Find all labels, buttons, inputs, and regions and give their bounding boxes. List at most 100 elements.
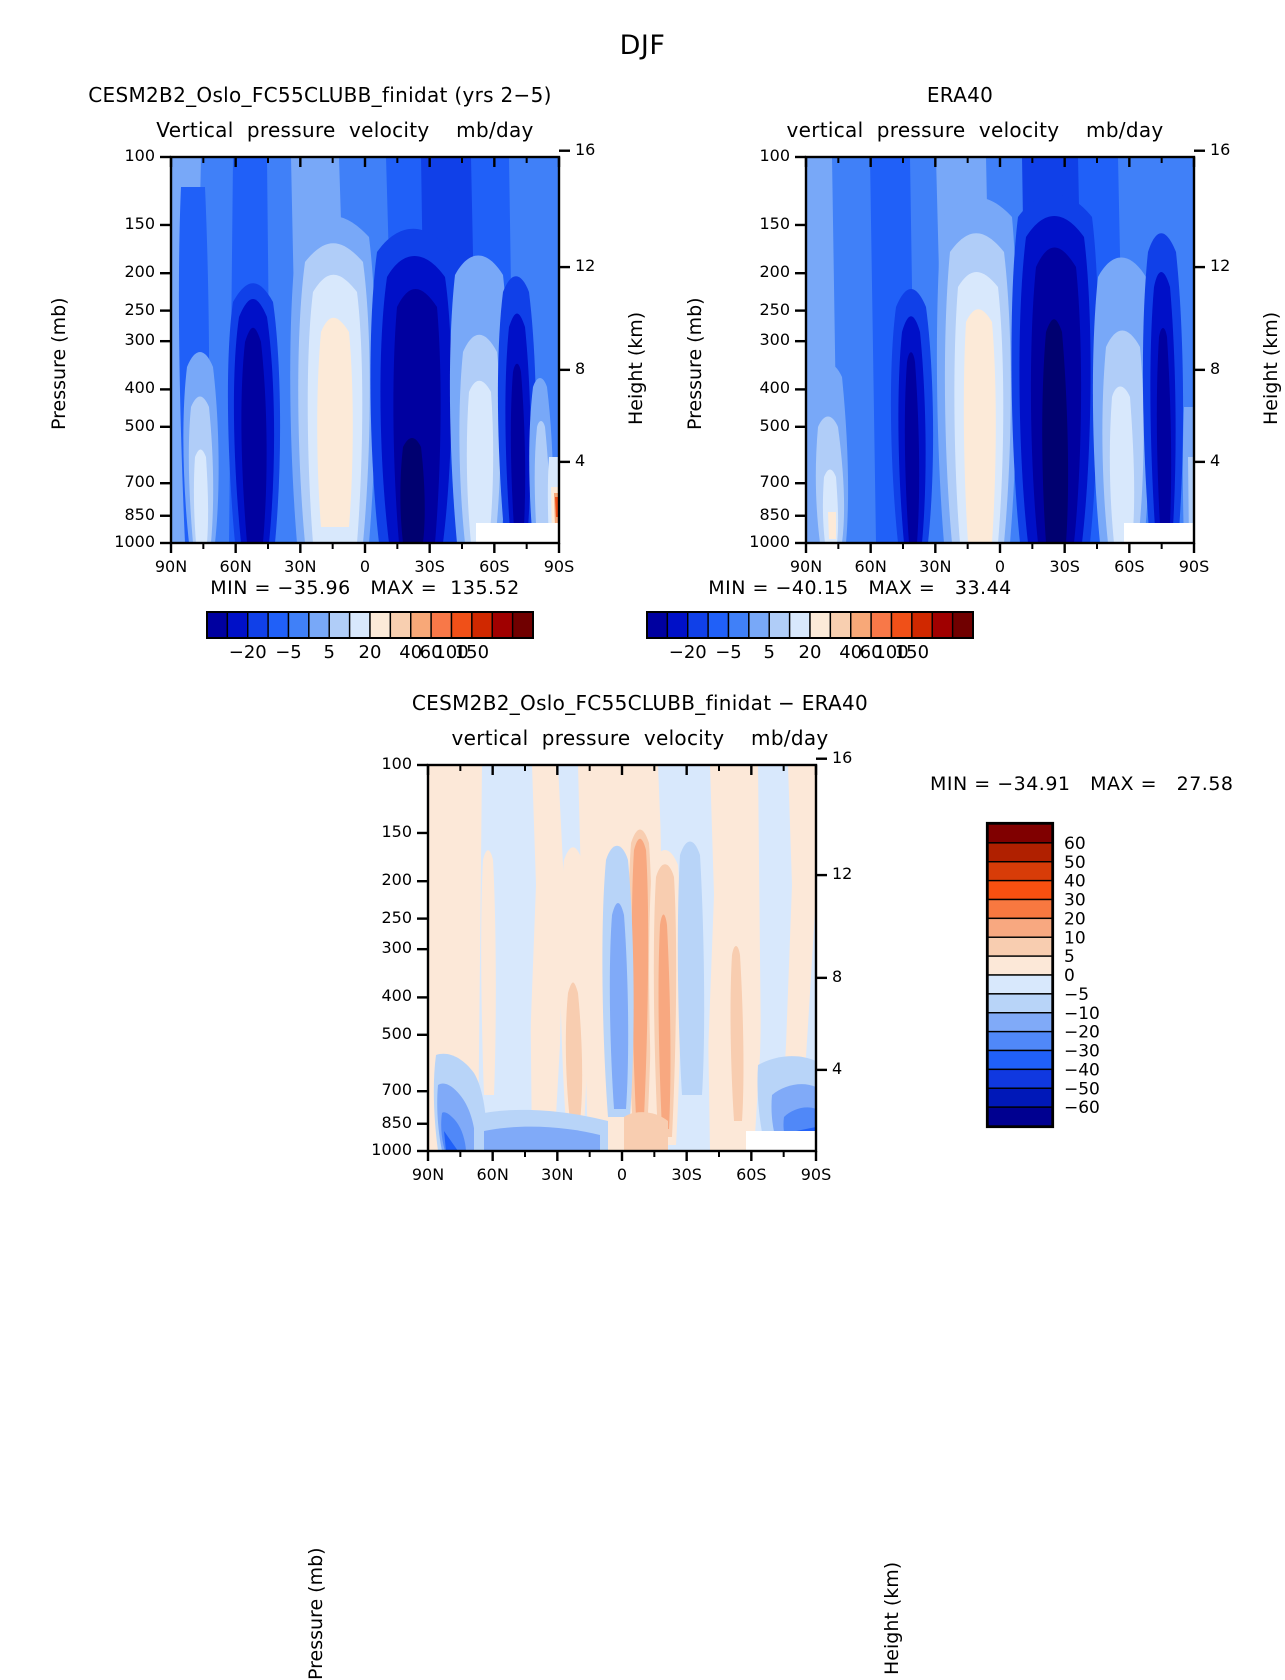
colorbar-swatch [829, 611, 852, 639]
colorbar-swatch [666, 611, 689, 639]
diff-colorbar-tick-label: −40 [1064, 1060, 1100, 1080]
panel-diff: CESM2B2_Oslo_FC55CLUBB_finidat − ERA40 v… [0, 680, 1285, 1680]
diff-variable-title: vertical pressure velocity mb/day [451, 726, 829, 750]
diff-lat-tick-90S: 90S [800, 1165, 832, 1184]
colorbar-swatch [430, 611, 453, 639]
diff-pressure-tick-500: 500 [381, 1023, 412, 1043]
obs-height-tick-4: 4 [1210, 450, 1221, 470]
panel-obs: ERA40 vertical pressure velocity mb/day … [640, 0, 1285, 680]
diff-height-tick-12: 12 [832, 864, 853, 884]
model-lat-tick-90N: 90N [154, 557, 188, 576]
diff-pressure-tick-100: 100 [381, 754, 412, 773]
obs-variable-title: vertical pressure velocity mb/day [786, 118, 1164, 142]
obs-pressure-tick-1000: 1000 [749, 532, 790, 551]
colorbar-swatch [727, 611, 750, 639]
diff-colorbar-tick-label: 50 [1064, 853, 1086, 873]
diff-colorbar-swatch [987, 1087, 1053, 1108]
diff-colorbar: 60 50 40 30 20 10 5 0 −5 −10 −20 −30 −40 −50 −60 [985, 821, 1187, 1133]
obs-pressure-tick-250: 250 [759, 299, 790, 319]
model-pressure-axis-label: Pressure (mb) [48, 297, 70, 430]
colorbar-swatch [788, 611, 811, 639]
diff-lat-tick-60S: 60S [736, 1165, 767, 1184]
colorbar-swatch [646, 611, 669, 639]
obs-lat-tick-30N: 30N [919, 557, 952, 576]
colorbar-swatch [768, 611, 791, 639]
diff-colorbar-swatch [987, 917, 1053, 938]
colorbar-swatch [911, 611, 933, 639]
obs-pressure-tick-700: 700 [759, 472, 790, 492]
colorbar-tick-label: 60 [860, 642, 883, 663]
diff-colorbar-tick-label: 60 [1064, 834, 1086, 854]
diff-contour-plot [426, 763, 818, 1153]
diff-colorbar-tick-label: 5 [1064, 947, 1075, 967]
colorbar-swatch [287, 611, 310, 639]
diff-pressure-tick-400: 400 [381, 986, 412, 1006]
obs-pressure-axis-label: Pressure (mb) [684, 297, 706, 430]
model-height-tick-8: 8 [575, 358, 586, 378]
colorbar-tick-label: 20 [359, 642, 382, 663]
colorbar-tick-label: 100 [874, 642, 908, 663]
colorbar-swatch [687, 611, 709, 639]
obs-pressure-tick-200: 200 [759, 262, 790, 282]
obs-height-tick-8: 8 [1210, 358, 1221, 378]
diff-colorbar-swatch [987, 879, 1053, 901]
diff-colorbar-swatch [987, 823, 1053, 844]
colorbar-tick-label: 60 [420, 642, 443, 663]
diff-pressure-tick-250: 250 [381, 907, 412, 927]
diff-colorbar-swatch [987, 1049, 1053, 1071]
diff-colorbar-tick-label: −50 [1064, 1079, 1100, 1099]
obs-lat-tick-60N: 60N [854, 557, 887, 576]
diff-colorbar-swatch [987, 861, 1053, 882]
diff-height-tick-8: 8 [832, 966, 843, 986]
model-pressure-tick-1000: 1000 [114, 532, 155, 551]
diff-colorbar-swatch [987, 898, 1053, 920]
colorbar-swatch [890, 611, 913, 639]
model-pressure-tick-200: 200 [124, 262, 155, 282]
colorbar-tick-label: 150 [455, 642, 489, 663]
diff-lat-tick-0: 0 [616, 1165, 628, 1184]
obs-contour-plot [804, 155, 1196, 545]
model-lat-tick-0: 0 [359, 557, 371, 576]
diff-colorbar-swatch [987, 936, 1053, 957]
colorbar-swatch [369, 611, 392, 639]
colorbar-tick-label: 5 [324, 642, 335, 663]
diff-colorbar-tick-label: −5 [1064, 985, 1089, 1005]
diff-pressure-tick-200: 200 [381, 870, 412, 890]
model-pressure-tick-400: 400 [124, 378, 155, 398]
model-pressure-tick-500: 500 [124, 415, 155, 435]
obs-pressure-tick-100: 100 [759, 146, 790, 165]
diff-pressure-tick-700: 700 [381, 1080, 412, 1100]
diff-pressure-tick-150: 150 [381, 821, 412, 841]
colorbar-tick-label: −5 [715, 642, 742, 663]
diff-panel-title: CESM2B2_Oslo_FC55CLUBB_finidat − ERA40 [411, 691, 869, 715]
obs-pressure-tick-500: 500 [759, 415, 790, 435]
diff-colorbar-tick-label: 20 [1064, 909, 1086, 929]
colorbar-tick-label: 40 [399, 642, 422, 663]
diff-colorbar-swatch [987, 1012, 1053, 1033]
diff-colorbar-tick-label: 10 [1064, 928, 1086, 948]
model-pressure-tick-700: 700 [124, 472, 155, 492]
diff-colorbar-swatch [987, 993, 1053, 1014]
model-height-tick-12: 12 [575, 256, 596, 276]
colorbar-swatch [491, 611, 514, 639]
colorbar-tick-label: −20 [669, 642, 707, 663]
diff-height-axis-label: Height (km) [881, 1561, 903, 1675]
colorbar-swatch [931, 611, 954, 639]
model-lat-tick-90S: 90S [543, 557, 575, 576]
colorbar-swatch [308, 611, 330, 639]
model-pressure-tick-850: 850 [124, 504, 155, 524]
model-pressure-tick-150: 150 [124, 213, 155, 233]
obs-height-tick-12: 12 [1210, 256, 1231, 276]
diff-colorbar-tick-label: 30 [1064, 891, 1086, 911]
colorbar-tick-label: −5 [275, 642, 302, 663]
colorbar-swatch [410, 611, 432, 639]
colorbar-tick-label: 40 [839, 642, 862, 663]
colorbar-swatch [511, 611, 534, 639]
diff-colorbar-tick-label: −60 [1064, 1098, 1100, 1118]
obs-pressure-tick-850: 850 [759, 504, 790, 524]
obs-lat-tick-60S: 60S [1114, 557, 1145, 576]
diff-pressure-axis-label: Pressure (mb) [305, 1547, 327, 1680]
colorbar-swatch [809, 611, 832, 639]
obs-lat-tick-90S: 90S [1178, 557, 1210, 576]
diff-lat-tick-90N: 90N [411, 1165, 445, 1184]
